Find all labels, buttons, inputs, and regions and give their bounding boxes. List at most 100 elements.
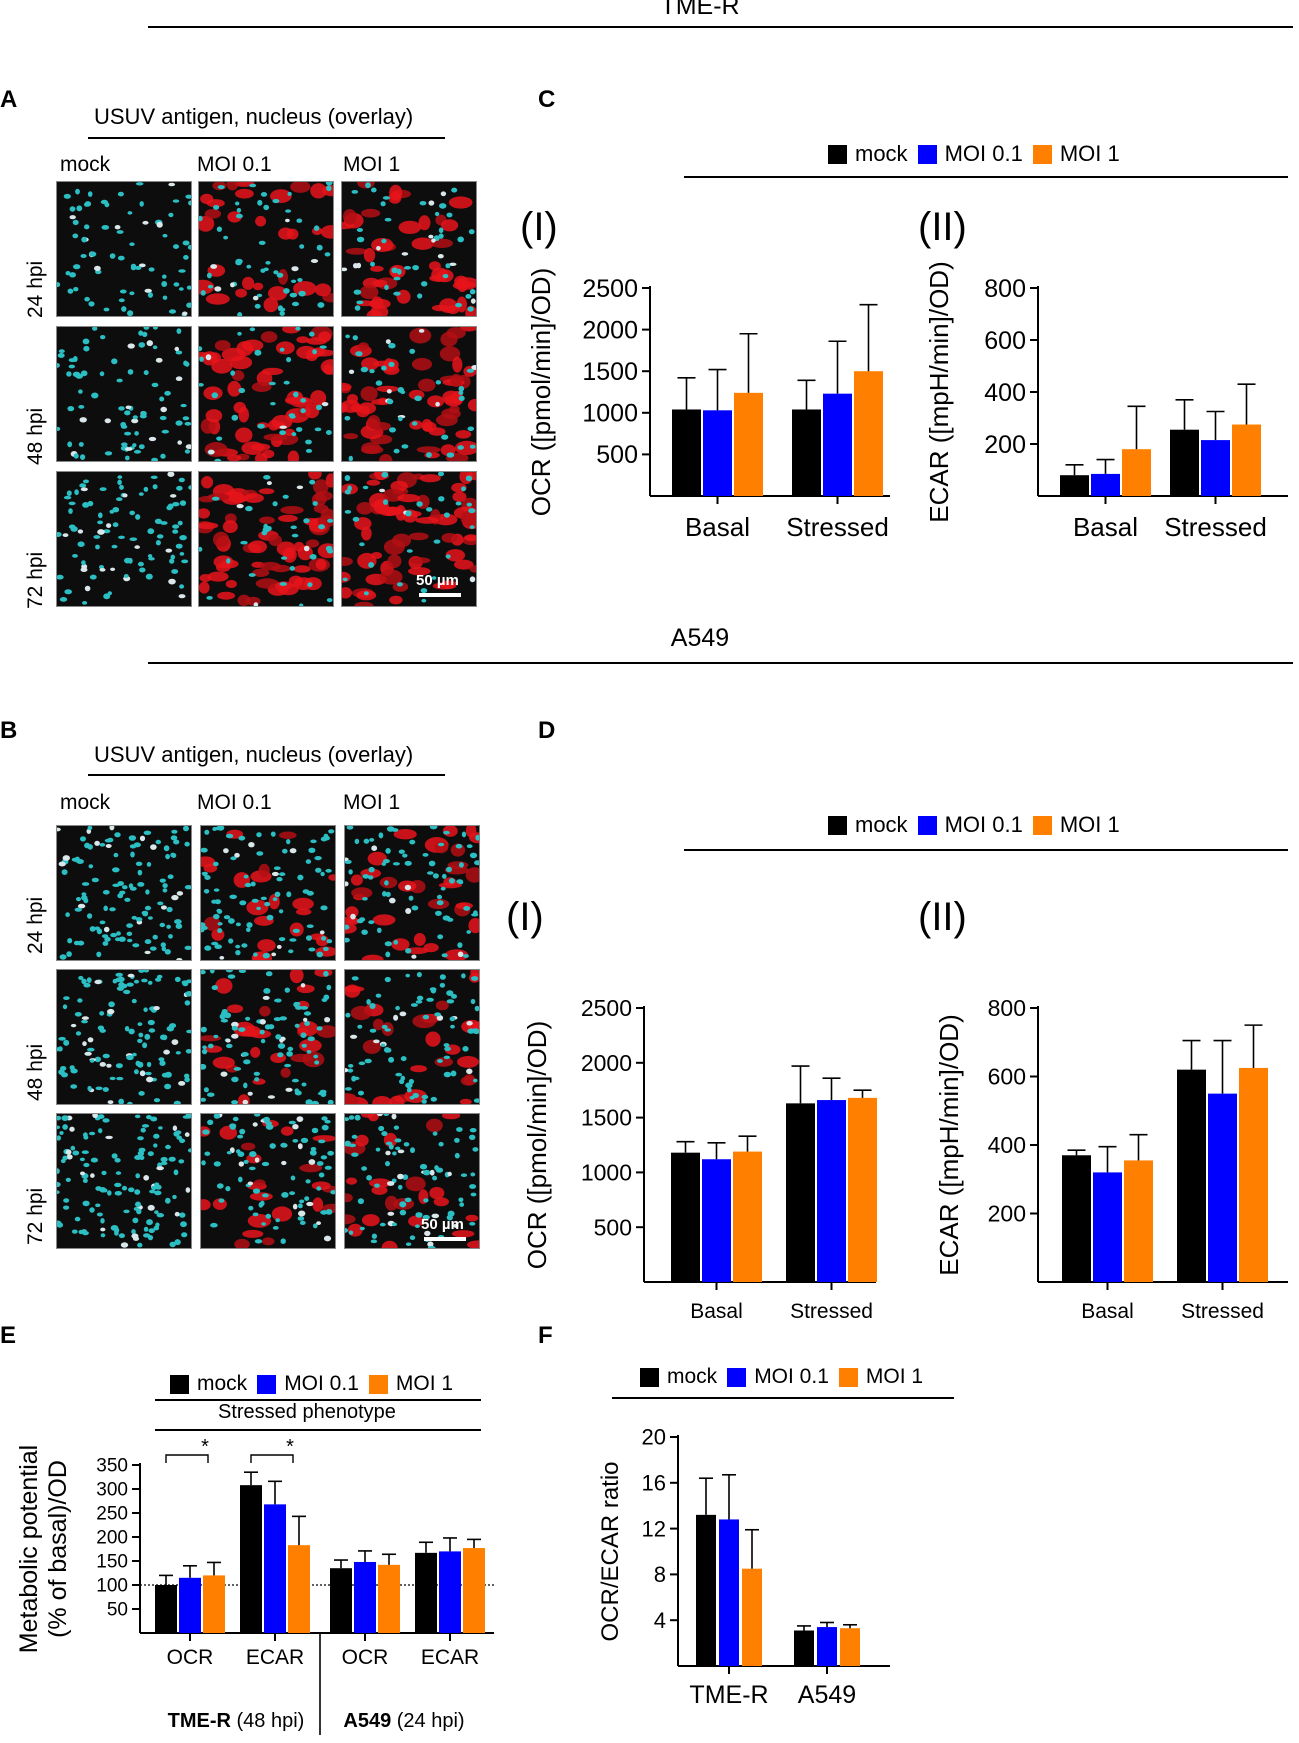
nucleus — [216, 908, 222, 913]
nucleus — [100, 199, 108, 205]
nucleus — [393, 276, 401, 281]
nucleus — [188, 485, 191, 490]
infected-cell — [405, 947, 429, 955]
nucleus — [137, 1022, 143, 1026]
nucleus — [316, 951, 324, 958]
infected-cell — [358, 342, 369, 350]
infected-cell — [268, 286, 288, 301]
infected-cell — [451, 1230, 475, 1238]
nucleus — [422, 1214, 430, 1220]
nucleus — [272, 198, 280, 204]
nucleus — [127, 369, 134, 375]
nucleus — [76, 897, 81, 902]
nucleus — [257, 199, 263, 206]
nucleus — [431, 1213, 440, 1219]
x-tick-label: Basal — [1081, 1300, 1134, 1323]
nucleus — [214, 826, 221, 831]
group-label-condition: (24 hpi) — [391, 1710, 464, 1732]
nucleus — [59, 597, 68, 602]
infected-cell — [416, 446, 441, 454]
nucleus — [148, 557, 155, 561]
nucleus — [416, 972, 422, 978]
nucleus — [61, 869, 68, 875]
nucleus — [307, 1036, 315, 1042]
nucleus — [84, 202, 89, 207]
nucleus — [159, 878, 166, 883]
nucleus — [199, 546, 203, 552]
infected-cell — [250, 1046, 261, 1058]
infected-cell — [355, 1134, 369, 1147]
nucleus — [432, 1175, 438, 1181]
nucleus — [103, 529, 111, 534]
nucleus — [374, 1183, 380, 1188]
nucleus — [303, 545, 310, 552]
nucleus — [445, 263, 451, 269]
nucleus — [75, 188, 80, 195]
nucleus — [89, 926, 96, 932]
nucleus — [75, 373, 83, 379]
y-tick-label: 400 — [988, 1132, 1026, 1158]
infected-cell — [469, 565, 476, 573]
micrograph-texture — [57, 327, 191, 461]
nucleus — [369, 1028, 377, 1033]
infected-cell — [393, 829, 417, 840]
nucleus — [237, 1134, 244, 1139]
nucleus — [256, 851, 264, 856]
infected-cell — [434, 1057, 453, 1067]
nucleus — [314, 1060, 320, 1065]
nucleus — [318, 524, 325, 530]
nucleus — [438, 842, 445, 847]
nucleus — [296, 427, 303, 432]
nucleus — [384, 976, 391, 983]
micrograph-b-24-moi01 — [200, 825, 336, 961]
nucleus — [289, 938, 297, 942]
infected-cell — [271, 1206, 293, 1222]
nucleus — [173, 282, 180, 287]
infected-cell — [289, 970, 304, 984]
nucleus — [150, 475, 158, 479]
nucleus — [70, 1145, 76, 1151]
nucleus — [235, 260, 242, 266]
nucleus — [460, 1173, 468, 1177]
legend-label-mock: mock — [197, 1372, 248, 1395]
nucleus — [101, 1170, 107, 1176]
nucleus — [109, 1076, 116, 1081]
nucleus — [123, 1209, 130, 1214]
infected-cell — [204, 209, 222, 219]
nucleus — [434, 1012, 441, 1017]
nucleus — [226, 558, 231, 564]
nucleus — [131, 998, 137, 1004]
nucleus — [399, 1079, 405, 1084]
micrograph-b-48-moi01 — [200, 969, 336, 1105]
nucleus — [365, 182, 371, 189]
nucleus — [424, 1230, 431, 1237]
nucleus — [68, 364, 75, 369]
infected-cell — [397, 494, 421, 503]
nucleus — [362, 874, 370, 879]
micrograph-a-48-moi1 — [341, 326, 477, 462]
legend-underline-d — [684, 849, 1288, 851]
nucleus — [433, 539, 441, 544]
nucleus — [211, 496, 220, 501]
nucleus — [65, 271, 71, 276]
nucleus — [154, 1182, 160, 1187]
y-axis-label: OCR ([pmol/min]/OD) — [522, 1021, 552, 1269]
nucleus — [405, 1242, 412, 1246]
group-label-cell: TME-R — [168, 1710, 232, 1732]
nucleus — [140, 1127, 146, 1133]
nucleus — [138, 1032, 144, 1038]
legend-underline-e — [155, 1399, 481, 1401]
nucleus — [256, 906, 261, 911]
nucleus — [68, 508, 73, 514]
nucleus — [385, 951, 391, 958]
nucleus — [83, 1162, 90, 1168]
legend-swatch-mock — [828, 815, 847, 835]
infected-cell — [412, 1014, 437, 1029]
nucleus — [431, 576, 437, 580]
nucleus — [87, 1037, 94, 1043]
nucleus — [118, 298, 125, 303]
nucleus — [143, 1175, 150, 1181]
nucleus — [57, 353, 65, 358]
panel-b-row-48hpi: 48 hpi — [24, 1043, 47, 1101]
